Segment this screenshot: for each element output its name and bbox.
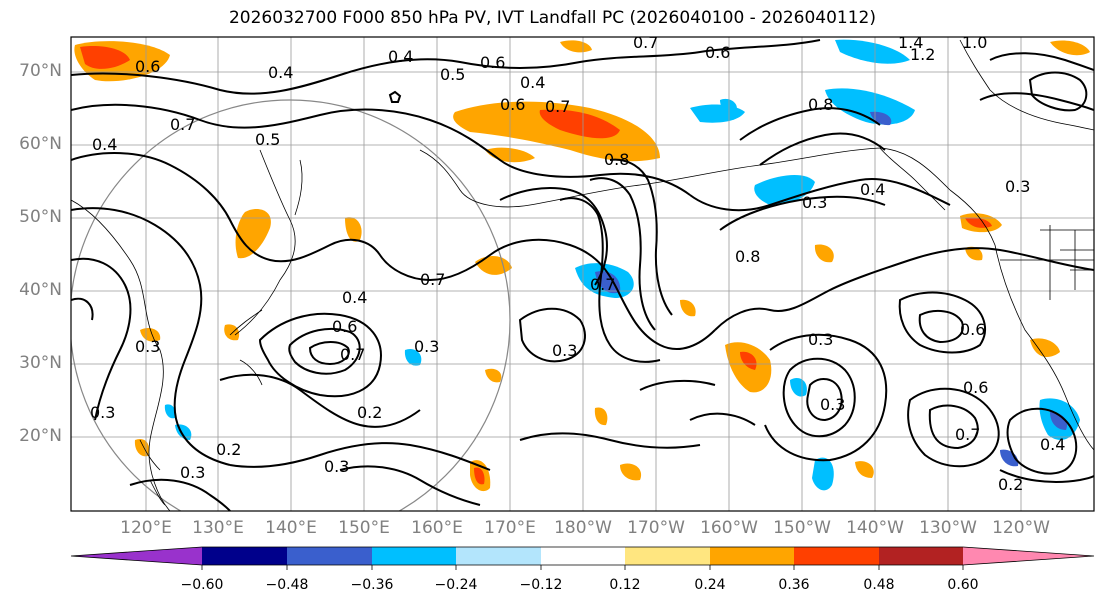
lon-label: 150°E	[338, 518, 390, 538]
contour-label: 0.7	[590, 275, 615, 294]
contour-label: 0.2	[216, 440, 241, 459]
lat-label: 20°N	[19, 426, 62, 446]
colorbar-tick-label: 0.48	[863, 577, 895, 593]
contour-label: 0.6	[705, 43, 730, 62]
colorbar-tick-label: −0.12	[519, 577, 563, 593]
contour-label: 0.3	[324, 457, 349, 476]
map-title: 2026032700 F000 850 hPa PV, IVT Landfall…	[228, 8, 876, 28]
lon-label: 130°W	[919, 518, 977, 538]
lat-label: 50°N	[19, 207, 62, 227]
colorbar-tick-label: 0.60	[947, 577, 979, 593]
colorbar-extend-low	[71, 547, 202, 565]
colorbar-tick-label: 0.24	[694, 577, 726, 593]
contour-label: 0.3	[90, 403, 115, 422]
contour-label: 0.6	[332, 317, 357, 336]
lat-label: 40°N	[19, 280, 62, 300]
colorbar-tick-label: 0.36	[778, 577, 810, 593]
colorbar-segment	[287, 547, 372, 565]
contour-label: 0.4	[268, 63, 293, 82]
ivt-shading	[74, 39, 1090, 492]
colorbar-tick-label: −0.60	[180, 577, 224, 593]
colorbar	[70, 546, 1095, 570]
lon-label: 170°W	[627, 518, 685, 538]
contour-label: 0.7	[955, 425, 980, 444]
contour-label: 0.3	[802, 193, 827, 212]
lon-label: 150°W	[773, 518, 831, 538]
contour-label: 0.2	[998, 475, 1023, 494]
lat-label: 70°N	[19, 61, 62, 81]
lon-label: 140°W	[846, 518, 904, 538]
contour-label: 0.3	[552, 341, 577, 360]
contour-label: 0.4	[860, 180, 885, 199]
contour-label: 0.6	[480, 53, 505, 72]
lon-label: 120°W	[992, 518, 1050, 538]
contour-label: 0.8	[735, 247, 760, 266]
contour-label: 1.2	[910, 45, 935, 64]
pv-contours	[71, 39, 1094, 511]
contour-label: 0.6	[135, 57, 160, 76]
colorbar-tick-label: −0.36	[350, 577, 394, 593]
lon-label: 160°W	[700, 518, 758, 538]
contour-label: 0.4	[388, 47, 413, 66]
lat-label: 60°N	[19, 134, 62, 154]
contour-label: 0.7	[545, 97, 570, 116]
colorbar-segment	[625, 547, 710, 565]
contour-label: 0.3	[808, 330, 833, 349]
contour-label: 0.4	[92, 135, 117, 154]
lat-label: 30°N	[19, 353, 62, 373]
contour-label: 0.7	[633, 33, 658, 52]
contour-label: 0.6	[963, 378, 988, 397]
contour-labels: 0.4 0.6 0.5 0.4 0.6 0.7 0.6 0.6 0.7 0.8 …	[90, 33, 1065, 494]
contour-label: 0.5	[255, 130, 280, 149]
contour-label: 0.4	[1040, 435, 1065, 454]
colorbar-tick-label: 0.12	[609, 577, 641, 593]
colorbar-segment	[879, 547, 963, 565]
contour-label: 1.4	[898, 33, 923, 52]
contour-label: 0.5	[440, 65, 465, 84]
contour-label: 0.4	[520, 73, 545, 92]
gridlines	[71, 37, 1094, 511]
contour-label: 1.0	[962, 33, 987, 52]
colorbar-segment	[202, 547, 287, 565]
contour-label: 0.8	[604, 150, 629, 169]
contour-label: 0.3	[414, 337, 439, 356]
contour-label: 0.8	[808, 95, 833, 114]
contour-label: 0.2	[357, 403, 382, 422]
contour-label: 0.4	[342, 288, 367, 307]
reference-circle	[71, 99, 511, 511]
colorbar-segment	[372, 547, 456, 565]
contour-label: 0.6	[960, 320, 985, 339]
colorbar-tick-label: −0.48	[265, 577, 309, 593]
colorbar-tick-label: −0.24	[434, 577, 478, 593]
contour-label: 0.3	[180, 463, 205, 482]
contour-label: 0.3	[1005, 177, 1030, 196]
contour-label: 0.3	[820, 395, 845, 414]
colorbar-segment	[710, 547, 794, 565]
lon-label: 180°W	[554, 518, 612, 538]
contour-label: 0.7	[170, 115, 195, 134]
lon-label: 130°E	[192, 518, 244, 538]
map-frame	[70, 36, 1095, 512]
contour-label: 0.3	[135, 337, 160, 356]
colorbar-segment	[541, 547, 625, 565]
coastlines	[71, 39, 1094, 511]
contour-label: 0.6	[500, 95, 525, 114]
contour-label: 0.7	[340, 345, 365, 364]
lon-label: 120°E	[120, 518, 172, 538]
lon-label: 170°E	[484, 518, 536, 538]
colorbar-segment	[456, 547, 541, 565]
colorbar-segment	[794, 547, 879, 565]
contour-label: 0.7	[420, 270, 445, 289]
colorbar-extend-high	[963, 547, 1094, 565]
lon-label: 160°E	[411, 518, 463, 538]
lon-label: 140°E	[265, 518, 317, 538]
